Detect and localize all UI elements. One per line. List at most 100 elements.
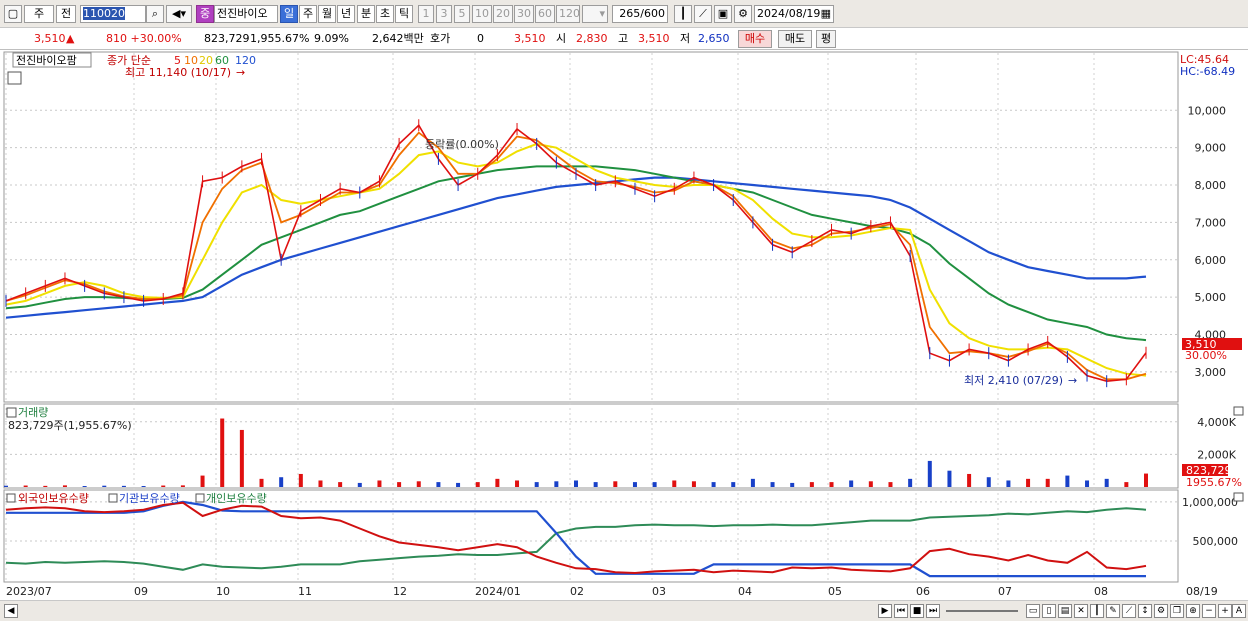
period-second[interactable]: 초	[376, 5, 394, 23]
interval-120[interactable]: 120	[556, 5, 580, 23]
interval-60[interactable]: 60	[535, 5, 555, 23]
market-select[interactable]: 주	[24, 5, 54, 23]
trade-amount: 2,642백만	[372, 32, 424, 45]
x-axis-label: 03	[652, 585, 666, 598]
zoom-out-icon[interactable]: −	[1202, 604, 1216, 618]
volume-bar	[829, 482, 834, 487]
copy-icon[interactable]: ❐	[1170, 604, 1184, 618]
stock-chart[interactable]: 10,0009,0008,0007,0006,0005,0004,0003,00…	[0, 50, 1248, 600]
volume-bar	[809, 482, 814, 487]
volume-bar	[1124, 482, 1129, 487]
indiv-toggle-icon[interactable]	[195, 493, 205, 503]
legend-ma60: 60	[215, 54, 229, 67]
layout-icon[interactable]: ▭	[1026, 604, 1040, 618]
cross-icon[interactable]: ✕	[1074, 604, 1088, 618]
volume-bar	[691, 481, 696, 487]
interval-30[interactable]: 30	[514, 5, 534, 23]
volume-bar	[731, 482, 736, 487]
volume-bar	[534, 482, 539, 487]
date-value: 2024/08/19	[757, 7, 821, 20]
type-select[interactable]: 전	[56, 5, 76, 23]
volume-value-line: 823,729주(1,955.67%)	[8, 419, 132, 432]
interval-5[interactable]: 5	[454, 5, 470, 23]
gear-icon[interactable]: ⚙	[734, 5, 752, 23]
volume-panel-close-icon[interactable]	[1233, 406, 1244, 416]
volume-bar	[318, 480, 323, 487]
price-tick-label: 6,000	[1195, 254, 1227, 267]
volume-bar	[868, 481, 873, 487]
zoom-in-icon[interactable]: ⊕	[1186, 604, 1200, 618]
x-axis-label: 10	[216, 585, 230, 598]
period-week[interactable]: 주	[299, 5, 317, 23]
period-tick[interactable]: 틱	[395, 5, 413, 23]
chart-area[interactable]: 10,000 9,000 8,000 7,000 6,000 5,000 4,000 3,00…	[0, 50, 1248, 600]
flow-lines	[5, 500, 1147, 578]
volume-bar	[672, 480, 677, 487]
price-tick-label: 3,000	[1195, 366, 1227, 379]
name-box[interactable]	[12, 52, 92, 68]
draw-icon[interactable]: ⟋	[694, 5, 712, 23]
flow-toggle-icon[interactable]	[6, 493, 16, 503]
settings-small-icon[interactable]: ⚙	[1154, 604, 1168, 618]
trend-icon[interactable]: ⟋	[1122, 604, 1136, 618]
interval-dropdown[interactable]: ▾	[582, 5, 608, 23]
calendar-icon[interactable]: ▦	[820, 7, 831, 20]
window-icon[interactable]: ▢	[4, 5, 22, 23]
volume-bar	[790, 482, 795, 487]
fast-forward-icon[interactable]: ⏭	[926, 604, 940, 618]
volume-bar	[456, 482, 461, 487]
plus-icon[interactable]: +	[1218, 604, 1232, 618]
volume-bar	[259, 478, 264, 487]
rewind-icon[interactable]: ⏮	[894, 604, 908, 618]
buy-button[interactable]: 매수	[738, 30, 772, 48]
legend-institution: 기관보유수량	[119, 492, 180, 505]
sell-button[interactable]: 매도	[778, 30, 812, 48]
period-year[interactable]: 년	[337, 5, 355, 23]
flow-tick-label: 1,000,000	[1182, 496, 1238, 509]
scroll-left-icon[interactable]: ◀	[4, 604, 18, 618]
table-icon[interactable]	[7, 71, 22, 85]
interval-3[interactable]: 3	[436, 5, 452, 23]
period-month[interactable]: 월	[318, 5, 336, 23]
measure-icon[interactable]: ↕	[1138, 604, 1152, 618]
volume-tick-label: 4,000K	[1197, 416, 1236, 429]
period-day[interactable]: 일	[280, 5, 298, 23]
text-icon[interactable]: A	[1232, 604, 1246, 618]
interval-1[interactable]: 1	[418, 5, 434, 23]
interval-20[interactable]: 20	[493, 5, 513, 23]
x-axis-label: 09	[134, 585, 148, 598]
code-input[interactable]: 110020	[80, 5, 146, 23]
inst-toggle-icon[interactable]	[108, 493, 118, 503]
speaker-icon[interactable]: ◀▾	[166, 5, 192, 23]
volume-bars	[4, 418, 1148, 487]
volume-bar	[888, 482, 893, 487]
volume-bar	[102, 485, 107, 487]
pen-icon[interactable]: ✎	[1106, 604, 1120, 618]
volume-bar	[62, 485, 67, 487]
price-panel-frame	[3, 51, 1179, 403]
count-field[interactable]: 265/600	[612, 5, 668, 23]
search-icon[interactable]: ⌕	[146, 5, 164, 23]
scroll-right-icon[interactable]: ▶	[878, 604, 892, 618]
save-icon[interactable]: ▣	[714, 5, 732, 23]
zoom-slider[interactable]	[946, 610, 1018, 612]
hoga-label: 호가	[430, 32, 451, 45]
legend-ma20: 20	[199, 54, 213, 67]
x-axis-label: 2023/07	[6, 585, 52, 598]
volume-toggle-icon[interactable]	[6, 407, 17, 418]
date-field[interactable]: 2024/08/19 ▦	[754, 5, 834, 23]
legend-ma10: 10	[184, 54, 198, 67]
avg-button[interactable]: 평	[816, 30, 836, 48]
period-minute[interactable]: 분	[357, 5, 375, 23]
open-price: 2,830	[576, 32, 608, 45]
hoga-value: 0	[477, 32, 484, 45]
legend-ma5: 5	[174, 54, 181, 67]
flow-panel-close-icon[interactable]	[1233, 492, 1244, 502]
candle-icon[interactable]: ┃	[674, 5, 692, 23]
split-icon[interactable]: ▯	[1042, 604, 1056, 618]
interval-10[interactable]: 10	[472, 5, 492, 23]
stop-icon[interactable]: ■	[910, 604, 924, 618]
institution-line	[6, 500, 1146, 578]
bars-icon[interactable]: ┃	[1090, 604, 1104, 618]
panel-icon[interactable]: ▤	[1058, 604, 1072, 618]
